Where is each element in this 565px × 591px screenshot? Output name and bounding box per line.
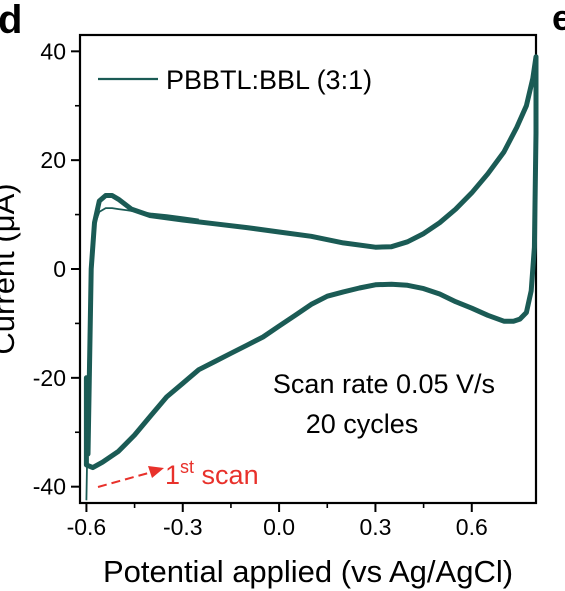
- y-tick-label: 0: [53, 256, 66, 282]
- y-axis-ticks: -40 -20 0 20 40: [33, 38, 80, 500]
- x-tick-label: 0.6: [456, 514, 488, 540]
- first-scan-label-tail: scan: [194, 460, 259, 490]
- first-scan-label: 1st scan: [165, 457, 259, 490]
- series-first-scan-line: [85, 207, 199, 501]
- y-tick-label: -20: [33, 365, 66, 391]
- y-tick-label: -40: [33, 474, 66, 500]
- y-tick-label: 20: [40, 147, 66, 173]
- legend-label: PBBTL:BBL (3:1): [166, 65, 372, 95]
- x-axis-title: Potential applied (vs Ag/AgCl): [103, 554, 513, 589]
- first-scan-arrow-head: [148, 466, 164, 478]
- first-scan-label-sup: st: [180, 457, 194, 477]
- first-scan-label-base: 1: [165, 460, 180, 490]
- y-tick-label: 40: [40, 38, 66, 64]
- cycles-note: 20 cycles: [306, 409, 419, 439]
- y-axis-title: Current (μA): [0, 183, 21, 354]
- x-tick-label: 0.3: [359, 514, 391, 540]
- x-tick-label: 0.0: [263, 514, 295, 540]
- x-axis-ticks: -0.6 -0.3 0.0 0.3 0.6: [67, 503, 488, 540]
- first-scan-arrow-line: [97, 471, 153, 488]
- series-cycles-line: [85, 55, 537, 469]
- panel-label-d: d: [0, 0, 22, 42]
- data-series-layer: [83, 54, 539, 501]
- series-cycles-band: [83, 54, 539, 471]
- x-tick-label: -0.6: [67, 514, 107, 540]
- x-tick-label: -0.3: [163, 514, 203, 540]
- panel-label-e: e: [552, 0, 565, 38]
- scan-rate-note: Scan rate 0.05 V/s: [273, 369, 495, 399]
